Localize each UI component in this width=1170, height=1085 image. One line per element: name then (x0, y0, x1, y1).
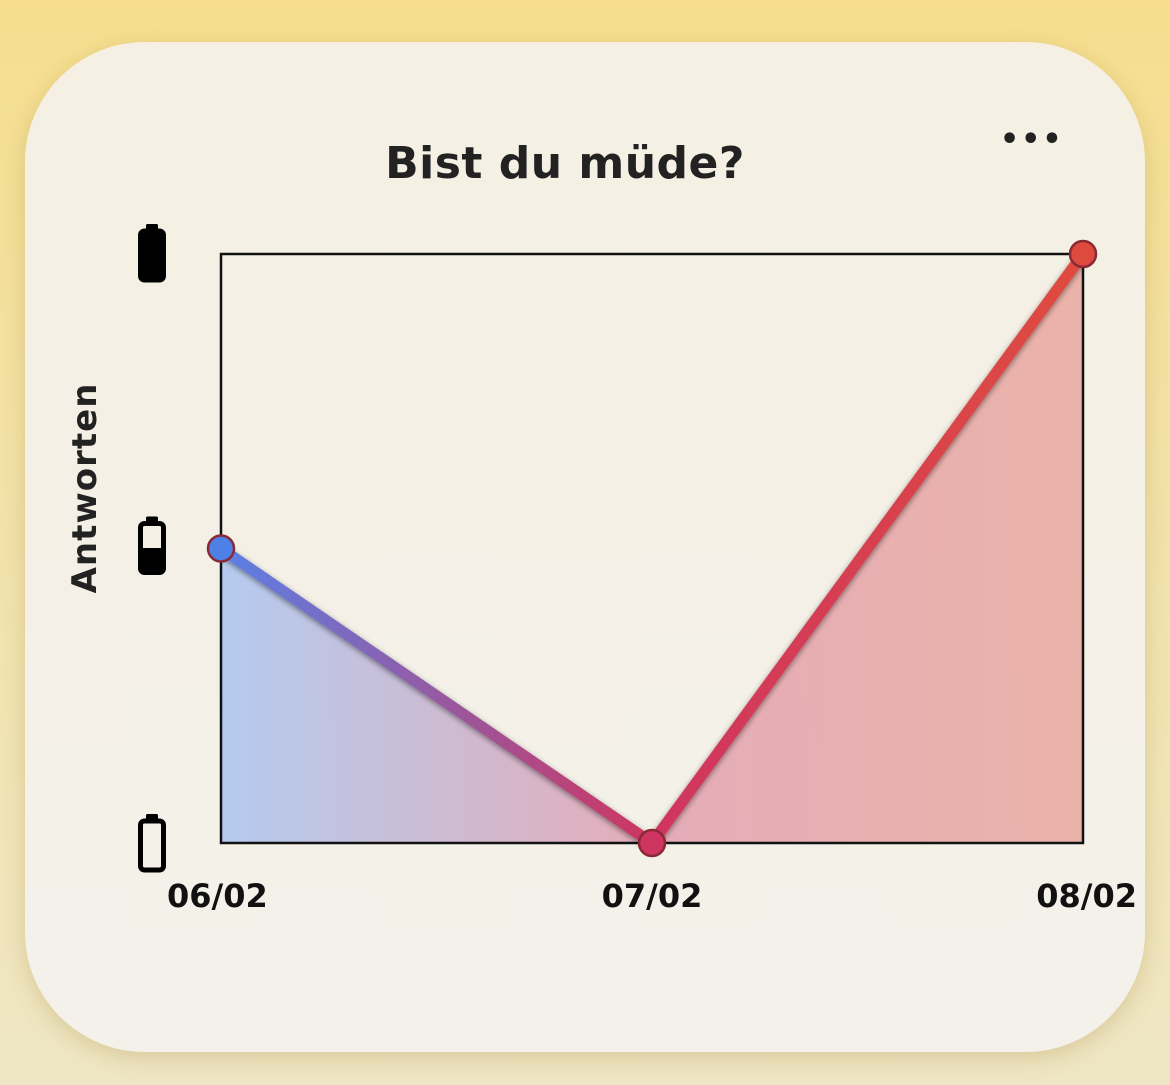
area-fill (221, 254, 1083, 843)
x-tick-label: 07/02 (602, 877, 703, 915)
data-point-06-02 (206, 534, 236, 563)
battery-empty-icon (138, 814, 166, 873)
chart-title: Bist du müde? (385, 138, 745, 189)
data-point-08-02 (1068, 239, 1098, 269)
more-options-button[interactable]: ••• (1000, 122, 1064, 157)
battery-half-icon (138, 516, 166, 575)
x-tick-label: 06/02 (167, 877, 268, 915)
x-tick-label: 08/02 (1036, 877, 1137, 915)
data-point-07-02 (637, 828, 667, 858)
battery-full-icon (138, 224, 166, 283)
